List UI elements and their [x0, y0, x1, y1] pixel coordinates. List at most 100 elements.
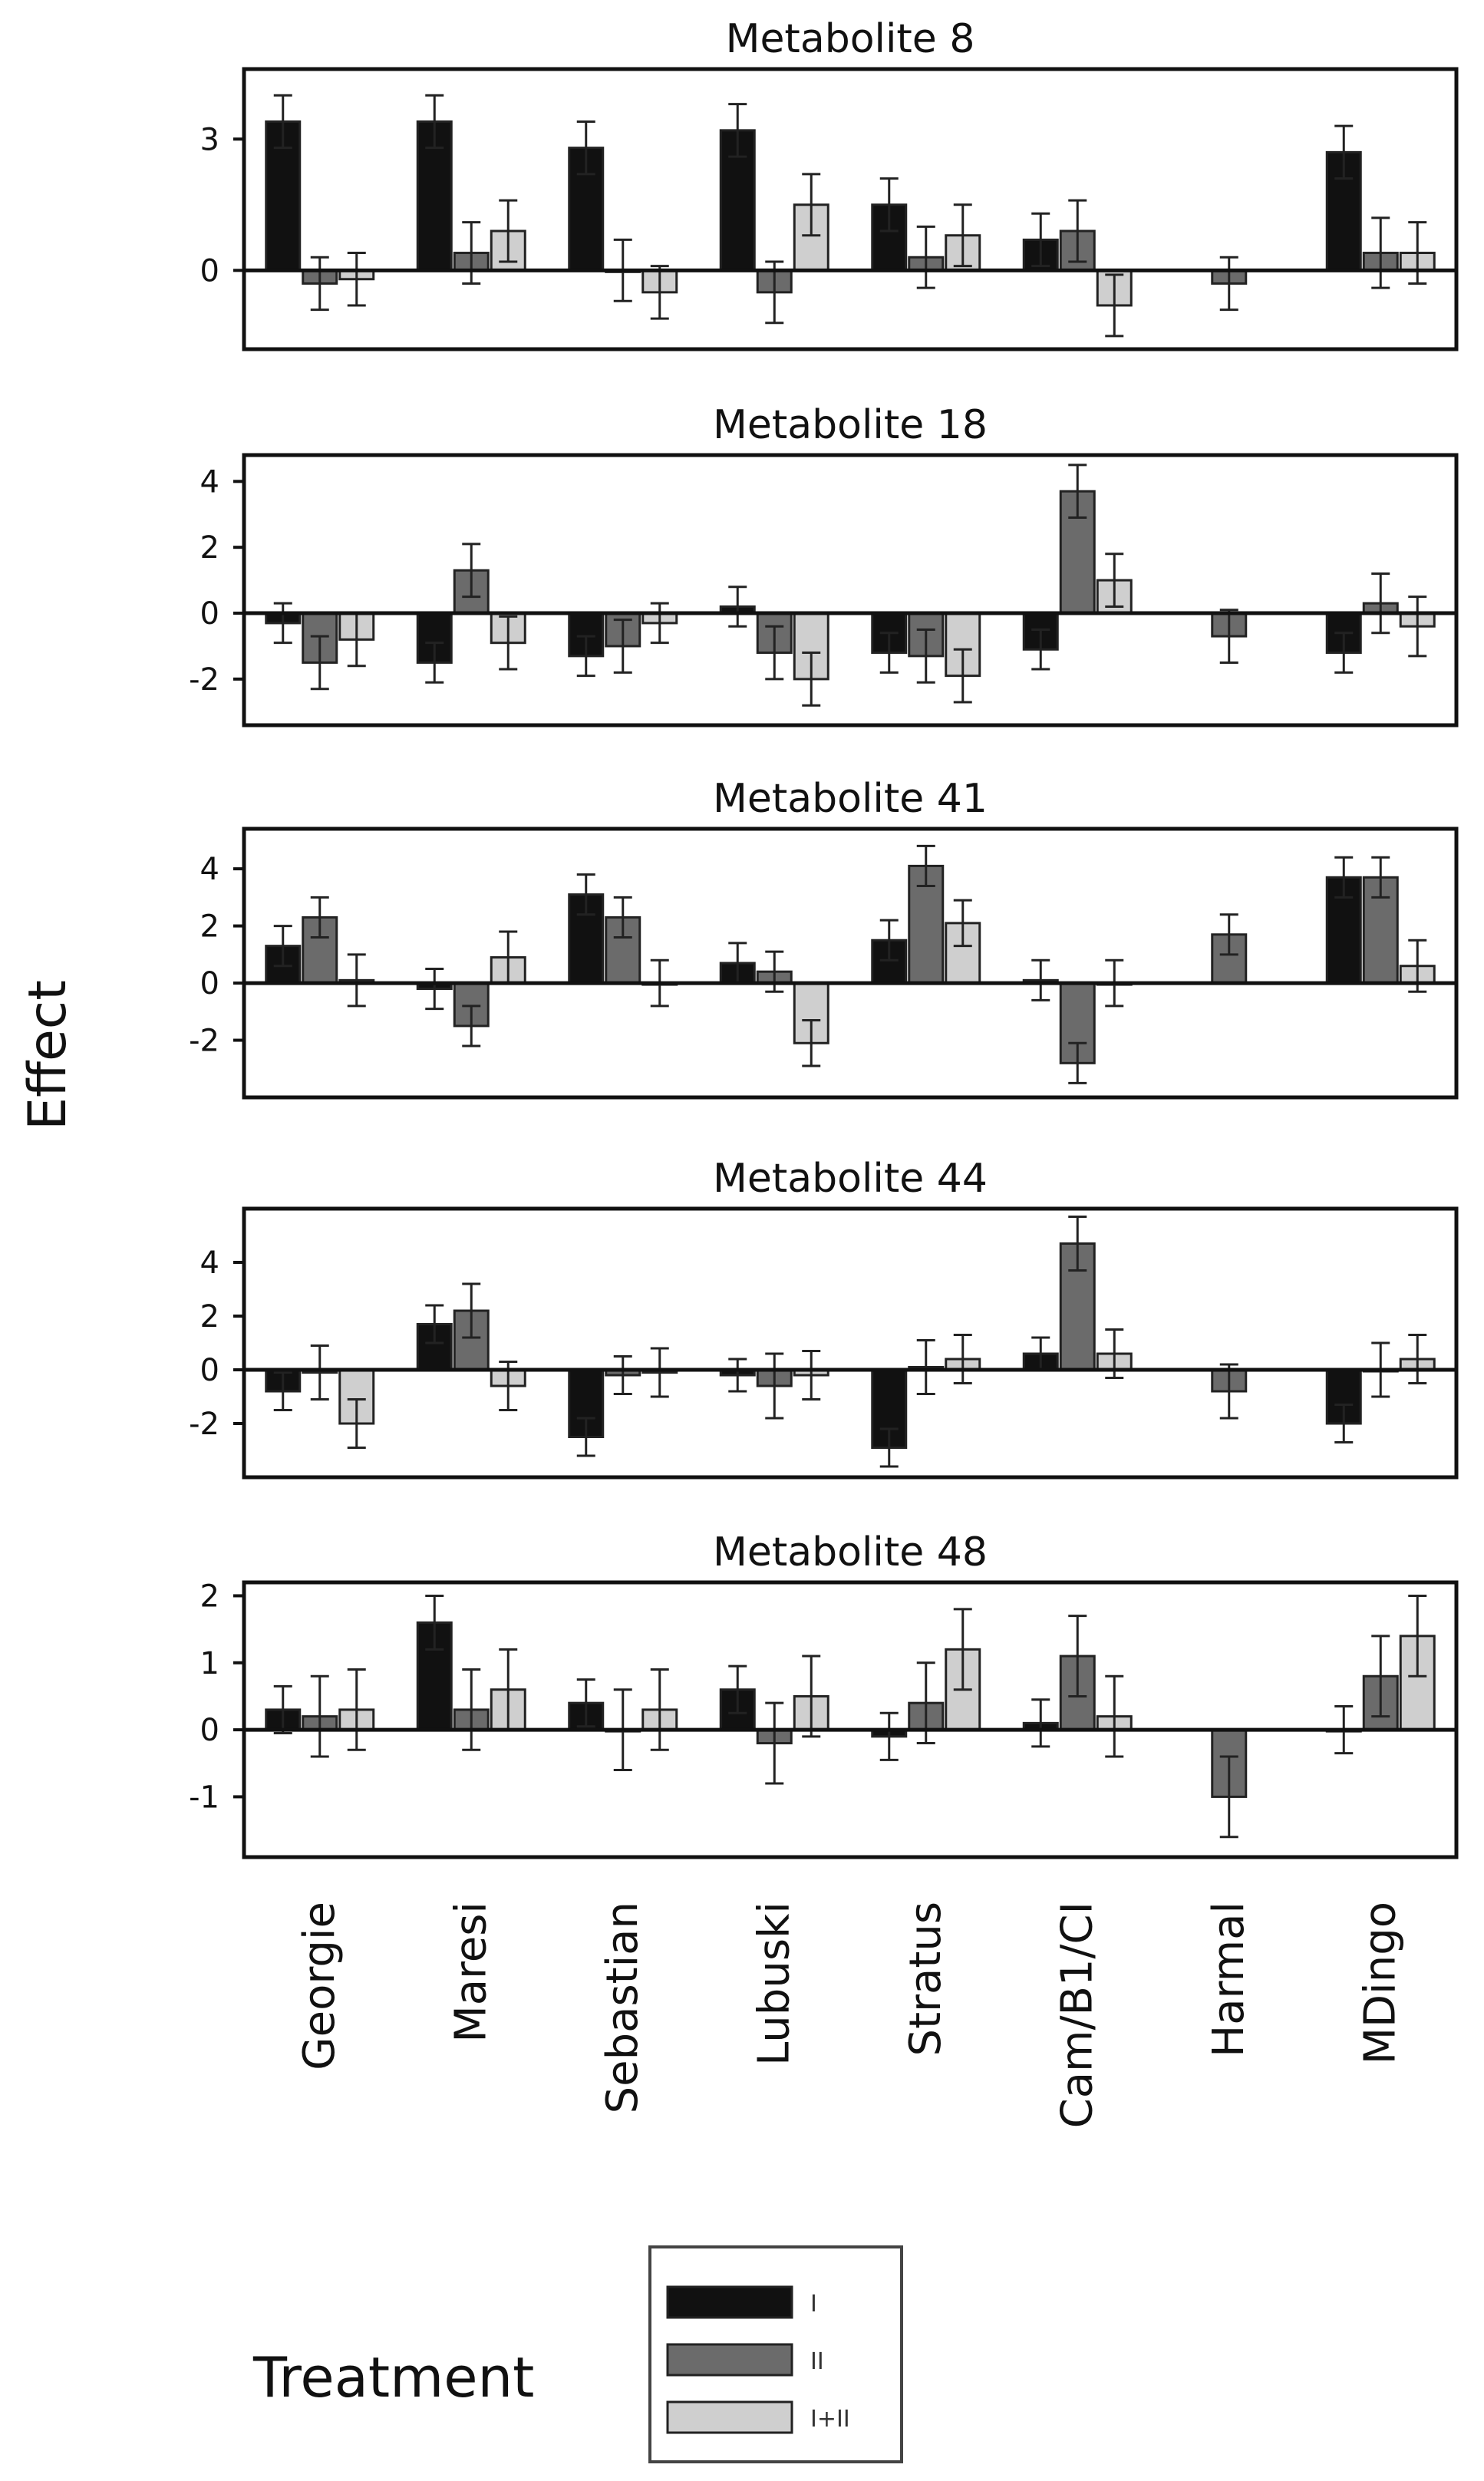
panel-metabolite-8: Metabolite 8 0 3: [200, 16, 1459, 351]
error-bar-i-ii-lubuski: [802, 1655, 821, 1738]
error-bar-i-ii-sebastian: [650, 1347, 669, 1398]
error-bar-i-ii-mdingo: [1408, 221, 1427, 285]
panels: Metabolite 803 Metabolite 18 -2 0 2 4 Metaboli…: [189, 16, 1459, 1859]
error-bar-ii-stratus: [916, 1339, 935, 1395]
error-bar-ii-maresi: [462, 1668, 481, 1751]
error-bar-i-ii-cam-b1-ci: [1105, 273, 1124, 338]
category-label-sebastian: Sebastian: [598, 1902, 648, 2113]
error-bar-i-lubuski: [728, 586, 747, 628]
panel-frame: [242, 826, 1459, 1100]
error-bar-i-lubuski: [728, 1358, 747, 1393]
error-bar-i-ii-georgie: [347, 1398, 366, 1449]
category-label-georgie: Georgie: [295, 1902, 345, 2070]
error-bar-i-ii-georgie: [347, 953, 366, 1008]
category-label-maresi: Maresi: [446, 1902, 496, 2043]
error-bar-ii-cam-b1-ci: [1068, 464, 1087, 520]
legend-label: I: [810, 2291, 817, 2318]
error-bar-i-georgie: [273, 925, 292, 968]
error-bar-ii-maresi: [462, 1005, 481, 1047]
error-bar-i-cam-b1-ci: [1031, 1698, 1050, 1748]
error-bar-ii-lubuski: [765, 1352, 784, 1420]
category-label-mdingo: MDingo: [1355, 1902, 1405, 2064]
y-tick-label: 4: [200, 852, 219, 887]
error-bar-i-cam-b1-ci: [1031, 212, 1050, 268]
error-bar-ii-cam-b1-ci: [1068, 199, 1087, 263]
error-bar-i-ii-sebastian: [650, 602, 669, 645]
y-tick-label: 0: [200, 966, 219, 1001]
error-bar-ii-mdingo: [1371, 856, 1390, 899]
error-bar-ii-cam-b1-ci: [1068, 1615, 1087, 1697]
error-bar-i-ii-maresi: [499, 615, 518, 671]
legend-label: I+II: [810, 2406, 850, 2433]
error-bar-i-stratus: [879, 1427, 899, 1468]
error-bar-i-ii-stratus: [953, 648, 972, 704]
error-bar-i-mdingo: [1334, 1404, 1354, 1443]
y-tick-label: 2: [200, 1579, 219, 1614]
error-bar-i-stratus: [879, 177, 899, 233]
panel-frame: [242, 453, 1459, 727]
y-tick-label: -2: [189, 662, 219, 698]
error-bar-ii-lubuski: [765, 625, 784, 681]
panel-title: Metabolite 41: [713, 776, 988, 822]
error-bar-ii-cam-b1-ci: [1068, 1216, 1087, 1272]
y-tick-label: -2: [189, 1024, 219, 1059]
error-bar-i-maresi: [425, 1594, 444, 1651]
error-bar-ii-sebastian: [613, 619, 632, 674]
error-bar-ii-harmal: [1219, 609, 1238, 664]
panel-title: Metabolite 44: [713, 1156, 988, 1202]
error-bar-i-ii-sebastian: [650, 265, 669, 320]
error-bar-i-mdingo: [1334, 124, 1354, 180]
error-bar-i-sebastian: [576, 873, 595, 916]
y-tick-label: 4: [200, 464, 219, 500]
error-bar-i-ii-stratus: [953, 203, 972, 268]
error-bar-i-sebastian: [576, 635, 595, 678]
panel-metabolite-48: Metabolite 48 -1 0 1 2: [189, 1529, 1459, 1859]
y-tick-label: 2: [200, 909, 219, 945]
error-bar-i-ii-stratus: [953, 1608, 972, 1691]
error-bar-i-ii-georgie: [347, 252, 366, 307]
error-bar-i-cam-b1-ci: [1031, 958, 1050, 1001]
error-bar-i-ii-lubuski: [802, 173, 821, 237]
y-tick-label: 2: [200, 1299, 219, 1335]
error-bar-i-stratus: [879, 632, 899, 674]
error-bar-ii-sebastian: [613, 896, 632, 939]
error-bar-i-ii-maresi: [499, 199, 518, 263]
legend-entry-i-ii: I+II: [666, 2400, 850, 2434]
panel-title: Metabolite 18: [713, 402, 988, 448]
error-bar-ii-mdingo: [1371, 1635, 1390, 1718]
error-bar-i-ii-lubuski: [802, 1018, 821, 1067]
error-bar-i-ii-mdingo: [1408, 1334, 1427, 1384]
panel-metabolite-44: Metabolite 44 -2 0 2 4: [189, 1156, 1459, 1480]
error-bar-i-stratus: [879, 919, 899, 962]
y-tick-label: 0: [200, 596, 219, 632]
error-bar-ii-georgie: [310, 1674, 329, 1758]
error-bar-i-sebastian: [576, 120, 595, 176]
category-label-stratus: Stratus: [901, 1902, 951, 2056]
y-tick-label: -1: [189, 1780, 219, 1815]
error-bar-ii-mdingo: [1371, 572, 1390, 635]
error-bar-i-ii-lubuski: [802, 1350, 821, 1401]
error-bar-i-maresi: [425, 1304, 444, 1344]
error-bar-ii-harmal: [1219, 256, 1238, 312]
error-bar-i-stratus: [879, 1711, 899, 1761]
error-bar-ii-lubuski: [765, 1701, 784, 1785]
legend-swatch: [666, 2343, 793, 2377]
error-bar-i-georgie: [273, 1371, 292, 1411]
error-bar-i-sebastian: [576, 1417, 595, 1457]
error-bar-i-ii-stratus: [953, 1334, 972, 1384]
legend-swatch: [666, 2400, 793, 2434]
y-tick-label: 2: [200, 530, 219, 566]
error-bar-i-cam-b1-ci: [1031, 628, 1050, 671]
error-bar-ii-georgie: [310, 635, 329, 691]
error-bar-ii-georgie: [310, 1344, 329, 1401]
error-bar-i-georgie: [273, 1684, 292, 1734]
error-bar-i-georgie: [273, 602, 292, 645]
error-bar-ii-maresi: [462, 1282, 481, 1339]
error-bar-i-ii-stratus: [953, 899, 972, 948]
error-bar-ii-maresi: [462, 221, 481, 285]
error-bar-i-maresi: [425, 94, 444, 150]
error-bar-i-maresi: [425, 967, 444, 1011]
legend-entry-ii: II: [666, 2343, 824, 2377]
